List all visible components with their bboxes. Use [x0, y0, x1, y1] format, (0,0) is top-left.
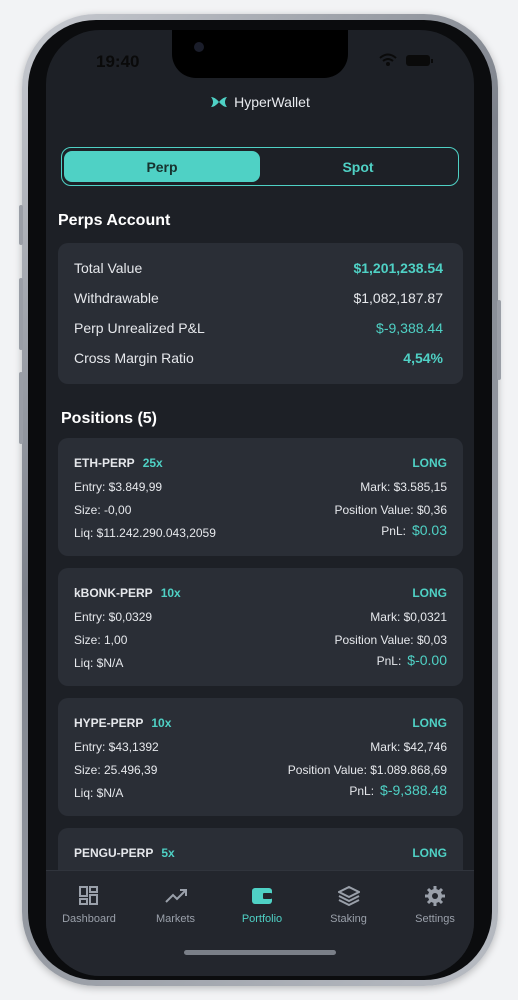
liq: Liq: $N/A: [74, 656, 124, 670]
tab-toggle: Perp Spot: [61, 147, 459, 186]
tab-item[interactable]: Markets: [133, 871, 219, 925]
position-card[interactable]: HYPE-PERP 10x LONG Entry: $43,1392 Mark: $42…: [58, 698, 463, 816]
tab-item[interactable]: Settings: [392, 871, 474, 925]
tab-icon: [164, 889, 187, 903]
side: LONG: [412, 716, 447, 730]
row-label: Cross Margin Ratio: [74, 350, 194, 366]
tab-label: Markets: [155, 913, 196, 925]
leverage: 10x: [160, 586, 181, 600]
symbol: PENGU-PERP: [74, 846, 154, 860]
position-value: Position Value: $0,03: [334, 633, 447, 647]
leverage: 5x: [161, 846, 175, 860]
account-row: Perp Unrealized P&L $-9,388.44: [74, 320, 443, 336]
tab-label: Settings: [415, 913, 455, 925]
row-value: $1,201,238.54: [353, 260, 443, 276]
row-value: $-9,388.44: [376, 320, 443, 336]
tab-item[interactable]: Staking: [306, 871, 392, 925]
pnl-label: PnL:: [381, 524, 406, 538]
tab-label: Dashboard: [62, 913, 116, 925]
position-header: kBONK-PERP 10x: [74, 586, 181, 600]
side: LONG: [412, 846, 447, 860]
pnl-value: $0.03: [411, 522, 447, 538]
tab-label: Portfolio: [241, 913, 283, 925]
tab-button[interactable]: Spot: [342, 158, 374, 175]
position-value: Position Value: $0,36: [334, 503, 447, 517]
status-icons: [379, 53, 433, 66]
side-button: [497, 300, 501, 380]
leverage: 10x: [151, 716, 172, 730]
row-label: Perp Unrealized P&L: [74, 320, 205, 336]
position-card[interactable]: ETH-PERP 25x LONG Entry: $3.849,99 Mark: $3.…: [58, 438, 463, 556]
mark: Mark: $42,746: [370, 740, 447, 754]
pnl-value: $-9,388.48: [380, 782, 447, 798]
position-header: PENGU-PERP 5x: [74, 846, 175, 860]
entry: Entry: $0,0329: [74, 610, 153, 624]
tab-label: Staking: [330, 913, 367, 925]
mark: Mark: $3.585,15: [360, 480, 447, 494]
account-card: Total Value $1,201,238.54 Withdrawable $1,0…: [58, 243, 463, 384]
logo: [211, 97, 228, 107]
tab-button[interactable]: Perp: [64, 151, 260, 182]
position-value: Position Value: $1.089.868,69: [287, 763, 447, 777]
status-time: 19:40: [96, 52, 140, 71]
pnl: PnL: $0.03: [381, 522, 447, 538]
side: LONG: [412, 456, 447, 470]
tab-icon: [425, 886, 445, 906]
home-indicator: [184, 950, 336, 955]
tab-icon: [252, 888, 272, 904]
tab-icon: [337, 885, 360, 907]
size: Size: 1,00: [74, 633, 128, 647]
leverage: 25x: [142, 456, 163, 470]
row-value: 4,54%: [403, 350, 443, 366]
symbol: ETH-PERP: [74, 456, 135, 470]
screen: 19:40 HyperWallet Perp Spot Perps Accoun…: [46, 30, 474, 976]
side-button: [19, 278, 23, 350]
row-value: $1,082,187.87: [353, 290, 443, 306]
position-header: ETH-PERP 25x: [74, 456, 163, 470]
mark: Mark: $0,0321: [370, 610, 447, 624]
row-label: Withdrawable: [74, 290, 159, 306]
pnl: PnL: $-9,388.48: [349, 782, 447, 798]
side-button: [19, 372, 23, 444]
size: Size: -0,00: [74, 503, 132, 517]
section-title: Perps Account: [58, 212, 171, 229]
app-header: HyperWallet: [46, 94, 474, 110]
liq: Liq: $11.242.290.043,2059: [74, 526, 216, 540]
position-card[interactable]: kBONK-PERP 10x LONG Entry: $0,0329 Mark: $0,…: [58, 568, 463, 686]
camera: [194, 42, 204, 52]
tab-item[interactable]: Dashboard: [46, 871, 132, 925]
size: Size: 25.496,39: [74, 763, 158, 777]
pnl-label: PnL:: [349, 784, 375, 798]
account-row: Total Value $1,201,238.54: [74, 260, 443, 276]
tab-icon: [79, 886, 98, 905]
pnl-value: $-0.00: [407, 652, 447, 668]
row-label: Total Value: [74, 260, 143, 276]
account-row: Cross Margin Ratio 4,54%: [74, 350, 443, 366]
section-title: Positions (5): [61, 410, 158, 427]
tab-item[interactable]: Portfolio: [219, 871, 305, 925]
side-button: [19, 205, 23, 245]
pnl-label: PnL:: [376, 654, 402, 668]
account-row: Withdrawable $1,082,187.87: [74, 290, 443, 306]
entry: Entry: $3.849,99: [74, 480, 163, 494]
side: LONG: [412, 586, 447, 600]
symbol: HYPE-PERP: [74, 716, 144, 730]
entry: Entry: $43,1392: [74, 740, 159, 754]
position-header: HYPE-PERP 10x: [74, 716, 171, 730]
pnl: PnL: $-0.00: [377, 652, 447, 668]
tab-bar: Dashboard Markets Portfolio Staking Settings: [46, 870, 474, 976]
liq: Liq: $N/A: [74, 786, 124, 800]
symbol: kBONK-PERP: [74, 586, 153, 600]
app-title: HyperWallet: [234, 94, 310, 110]
notch: [172, 30, 348, 78]
